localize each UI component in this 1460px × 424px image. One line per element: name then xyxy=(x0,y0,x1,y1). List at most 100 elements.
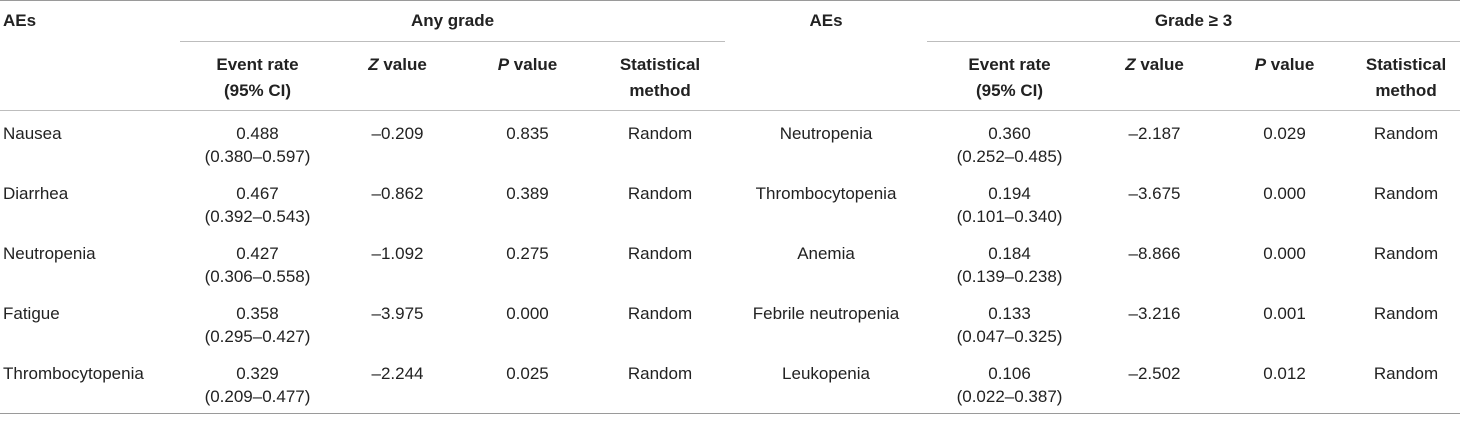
ci-value: (0.139–0.238) xyxy=(956,267,1063,286)
p-right: 0.029 xyxy=(1263,124,1306,143)
ae-right: Febrile neutropenia xyxy=(752,304,900,323)
z-rest: value xyxy=(1135,55,1184,74)
method-left: Random xyxy=(627,304,693,323)
header-p-left: P value xyxy=(460,41,595,111)
ae-left: Thrombocytopenia xyxy=(0,353,180,414)
ae-right: Thrombocytopenia xyxy=(755,184,897,203)
event-rate-label: Event rate xyxy=(968,55,1051,74)
event-rate-ci-label: (95% CI) xyxy=(975,81,1044,100)
ae-left: Diarrhea xyxy=(3,184,69,203)
header-any-grade: Any grade xyxy=(180,0,726,42)
header-method-right: Statistical method xyxy=(1352,41,1460,111)
header-z-right: Z value xyxy=(1092,41,1218,111)
z-right: –3.216 xyxy=(1128,304,1181,323)
p-left: 0.835 xyxy=(506,124,549,143)
method-right: Random xyxy=(1373,304,1439,323)
header-grade-3: Grade ≥ 3 xyxy=(927,0,1460,42)
p-right: 0.012 xyxy=(1217,353,1353,414)
rate-value: 0.488 xyxy=(236,124,279,143)
header-empty-left xyxy=(0,41,180,111)
ci-value: (0.295–0.427) xyxy=(204,327,311,346)
p-rest: value xyxy=(509,55,558,74)
z-right: –2.187 xyxy=(1128,124,1181,143)
ci-value: (0.047–0.325) xyxy=(956,327,1063,346)
ae-right: Anemia xyxy=(797,244,855,263)
method-left: Random xyxy=(627,124,693,143)
rate-value: 0.194 xyxy=(988,184,1031,203)
event-rate-right: 0.184 (0.139–0.238) xyxy=(927,233,1092,293)
table-row: Nausea 0.488 (0.380–0.597) –0.209 0.835 R… xyxy=(0,111,1460,174)
method-label: method xyxy=(1375,81,1437,100)
rate-value: 0.360 xyxy=(988,124,1031,143)
header-z-left: Z value xyxy=(335,41,460,111)
stat-label: Statistical xyxy=(619,55,701,74)
ci-value: (0.252–0.485) xyxy=(956,147,1063,166)
ae-left: Fatigue xyxy=(3,304,60,323)
header-empty-right xyxy=(725,41,928,111)
event-rate-right: 0.194 (0.101–0.340) xyxy=(927,173,1092,233)
header-p-right: P value xyxy=(1217,41,1353,111)
event-rate-left: 0.358 (0.295–0.427) xyxy=(180,293,335,353)
ci-value: (0.022–0.387) xyxy=(956,387,1063,406)
method-left: Random xyxy=(627,184,693,203)
rate-value: 0.358 xyxy=(236,304,279,323)
ci-value: (0.392–0.543) xyxy=(204,207,311,226)
method-right: Random xyxy=(1373,244,1439,263)
method-right: Random xyxy=(1373,124,1439,143)
table-row: Fatigue 0.358 (0.295–0.427) –3.975 0.000 … xyxy=(0,293,1460,353)
header-event-rate-right: Event rate (95% CI) xyxy=(927,41,1093,111)
event-rate-left: 0.488 (0.380–0.597) xyxy=(180,111,335,174)
z-left: –1.092 xyxy=(371,244,424,263)
ae-right: Leukopenia xyxy=(725,353,928,414)
adverse-events-table: AEs Any grade AEs Grade ≥ 3 Event rate (… xyxy=(0,0,1460,414)
event-rate-left: 0.467 (0.392–0.543) xyxy=(180,173,335,233)
p-left: 0.025 xyxy=(460,353,595,414)
p-italic: P xyxy=(497,55,510,74)
p-rest: value xyxy=(1266,55,1315,74)
p-left: 0.000 xyxy=(506,304,549,323)
table-row: Thrombocytopenia 0.329 (0.209–0.477) –2.2… xyxy=(0,353,1460,414)
ae-left: Nausea xyxy=(3,124,62,143)
rate-value: 0.467 xyxy=(236,184,279,203)
method-left: Random xyxy=(595,353,726,414)
ae-right: Neutropenia xyxy=(779,124,873,143)
event-rate-left: 0.427 (0.306–0.558) xyxy=(180,233,335,293)
header-aes-left: AEs xyxy=(0,0,180,42)
p-left: 0.389 xyxy=(506,184,549,203)
z-italic: Z xyxy=(368,55,379,74)
event-rate-left: 0.329 (0.209–0.477) xyxy=(180,353,335,414)
z-left: –3.975 xyxy=(371,304,424,323)
event-rate-label: Event rate xyxy=(216,55,299,74)
table-row: Neutropenia 0.427 (0.306–0.558) –1.092 0.… xyxy=(0,233,1460,293)
header-aes-right: AEs xyxy=(725,0,928,42)
p-italic: P xyxy=(1254,55,1267,74)
method-right: Random xyxy=(1352,353,1460,414)
z-right: –3.675 xyxy=(1128,184,1181,203)
method-left: Random xyxy=(627,244,693,263)
event-rate-right: 0.360 (0.252–0.485) xyxy=(927,111,1092,174)
z-right: –2.502 xyxy=(1092,353,1218,414)
z-rest: value xyxy=(378,55,427,74)
z-right: –8.866 xyxy=(1128,244,1181,263)
ci-value: (0.209–0.477) xyxy=(204,387,311,406)
p-right: 0.000 xyxy=(1263,244,1306,263)
header-method-left: Statistical method xyxy=(595,41,726,111)
ci-value: (0.380–0.597) xyxy=(204,147,311,166)
z-left: –0.209 xyxy=(371,124,424,143)
event-rate-ci-label: (95% CI) xyxy=(223,81,292,100)
ci-value: (0.306–0.558) xyxy=(204,267,311,286)
stat-label: Statistical xyxy=(1365,55,1447,74)
z-italic: Z xyxy=(1125,55,1136,74)
rate-value: 0.184 xyxy=(988,244,1031,263)
event-rate-right: 0.106 (0.022–0.387) xyxy=(927,353,1093,414)
ae-left: Neutropenia xyxy=(3,244,96,263)
ci-value: (0.101–0.340) xyxy=(956,207,1063,226)
rate-value: 0.106 xyxy=(988,364,1031,383)
table-row: Diarrhea 0.467 (0.392–0.543) –0.862 0.389… xyxy=(0,173,1460,233)
header-event-rate-left: Event rate (95% CI) xyxy=(180,41,335,111)
z-left: –2.244 xyxy=(335,353,460,414)
p-right: 0.001 xyxy=(1263,304,1306,323)
z-left: –0.862 xyxy=(371,184,424,203)
rate-value: 0.329 xyxy=(236,364,279,383)
method-right: Random xyxy=(1373,184,1439,203)
